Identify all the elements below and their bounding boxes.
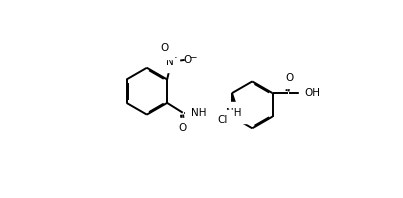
Text: NH: NH: [191, 108, 206, 118]
Text: +: +: [170, 53, 177, 62]
Text: −: −: [189, 52, 196, 62]
Text: OH: OH: [305, 88, 321, 98]
Text: Cl: Cl: [217, 115, 227, 126]
Text: O: O: [285, 72, 293, 83]
Text: O: O: [183, 55, 192, 65]
Text: N: N: [166, 57, 174, 67]
Text: NH: NH: [226, 108, 241, 118]
Text: O: O: [179, 123, 187, 133]
Text: O: O: [160, 43, 168, 53]
Text: S: S: [213, 123, 219, 133]
